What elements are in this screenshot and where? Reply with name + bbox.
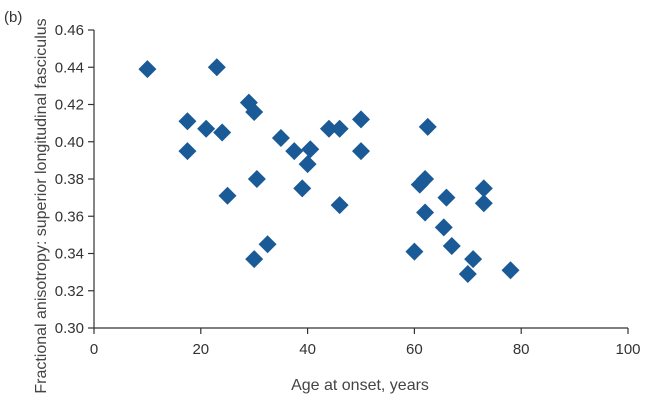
data-point-diamond	[464, 250, 483, 269]
data-point-diamond	[418, 117, 437, 136]
data-point-diamond	[298, 155, 317, 174]
y-tick-label: 0.30	[55, 320, 84, 337]
data-point-diamond	[245, 102, 264, 121]
data-point-diamond	[213, 123, 232, 142]
data-point-diamond	[458, 264, 477, 283]
y-tick-label: 0.40	[55, 134, 84, 151]
x-tick-label: 20	[192, 341, 209, 358]
data-point-diamond	[247, 170, 266, 188]
y-tick-label: 0.38	[55, 171, 84, 188]
y-axis-title-group: Fractional anisotropy: superior longitud…	[33, 18, 50, 393]
data-point-diamond	[285, 142, 304, 161]
data-point-diamond	[197, 119, 216, 138]
data-point-diamond	[293, 179, 312, 198]
y-tick-label: 0.42	[55, 97, 84, 114]
data-point-diamond	[218, 186, 237, 205]
data-point-diamond	[207, 58, 226, 77]
y-ticks: 0.30 0.32 0.34 0.36 0.38 0.40 0.42 0.44 0.46	[55, 22, 94, 337]
x-tick-label: 40	[299, 341, 316, 358]
data-point-diamond	[301, 140, 320, 159]
y-axis-title: Fractional anisotropy: superior longitud…	[33, 18, 50, 393]
x-ticks: 0 20 40 60 80 100	[90, 328, 641, 358]
y-tick-label: 0.32	[55, 283, 84, 300]
x-tick-label: 100	[615, 341, 640, 358]
y-tick-label: 0.34	[55, 246, 84, 263]
data-point-diamond	[352, 142, 370, 161]
data-point-diamond	[434, 218, 453, 237]
panel-label: (b)	[4, 9, 22, 26]
data-point-diamond	[330, 196, 349, 215]
y-tick-label: 0.44	[55, 59, 84, 76]
data-point-diamond	[442, 237, 461, 256]
x-tick-label: 0	[90, 341, 98, 358]
data-point-diamond	[271, 129, 290, 148]
data-points	[138, 58, 520, 283]
data-point-diamond	[474, 179, 493, 198]
data-point-diamond	[474, 194, 493, 213]
data-point-diamond	[178, 112, 197, 131]
data-point-diamond	[245, 250, 264, 269]
data-point-diamond	[352, 110, 370, 129]
data-point-diamond	[405, 242, 424, 261]
y-tick-label: 0.46	[55, 22, 84, 39]
data-point-diamond	[319, 119, 338, 138]
data-point-diamond	[416, 170, 435, 188]
x-tick-label: 60	[406, 341, 423, 358]
data-point-diamond	[416, 203, 435, 222]
data-point-diamond	[330, 119, 349, 138]
data-point-diamond	[437, 188, 456, 207]
data-point-diamond	[258, 235, 277, 254]
data-point-diamond	[138, 60, 157, 79]
x-axis-title: Age at onset, years	[291, 377, 429, 394]
x-tick-label: 80	[513, 341, 530, 358]
data-point-diamond	[501, 261, 520, 280]
data-point-diamond	[178, 142, 197, 161]
y-tick-label: 0.36	[55, 208, 84, 225]
